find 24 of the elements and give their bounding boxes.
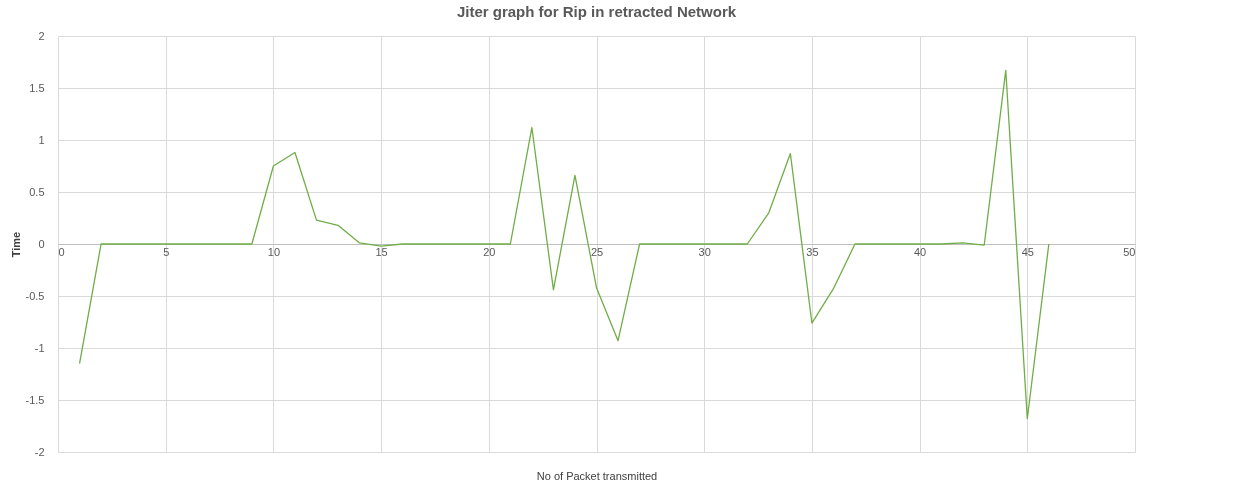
y-tick-label: 0 xyxy=(38,237,45,250)
x-tick-label: 15 xyxy=(375,245,388,258)
x-tick-label: 35 xyxy=(806,245,819,258)
x-tick-label: 50 xyxy=(1123,245,1136,258)
y-tick-label: 1.5 xyxy=(29,81,45,94)
y-tick-label: -0.5 xyxy=(25,289,45,302)
x-tick-label: 40 xyxy=(913,245,927,258)
y-tick-label: -2 xyxy=(34,445,45,458)
chart-title: Jiter graph for Rip in retracted Network xyxy=(456,3,737,20)
x-tick-label: 45 xyxy=(1021,245,1034,258)
x-tick-label: 0 xyxy=(58,245,65,258)
x-tick-label: 5 xyxy=(163,245,170,258)
y-tick-label: -1 xyxy=(34,341,45,354)
y-tick-label: 1 xyxy=(38,133,45,146)
y-tick-label: 0.5 xyxy=(29,185,45,198)
y-tick-label: -1.5 xyxy=(25,393,45,406)
x-tick-label: 20 xyxy=(483,245,496,258)
x-tick-label: 25 xyxy=(590,245,604,258)
line-series xyxy=(78,69,1050,420)
x-axis-title: No of Packet transmitted xyxy=(536,469,658,482)
y-tick-label: 2 xyxy=(38,29,45,42)
x-tick-label: 10 xyxy=(267,245,281,258)
x-tick-label: 30 xyxy=(698,245,711,258)
y-axis-title: Time xyxy=(9,231,22,258)
